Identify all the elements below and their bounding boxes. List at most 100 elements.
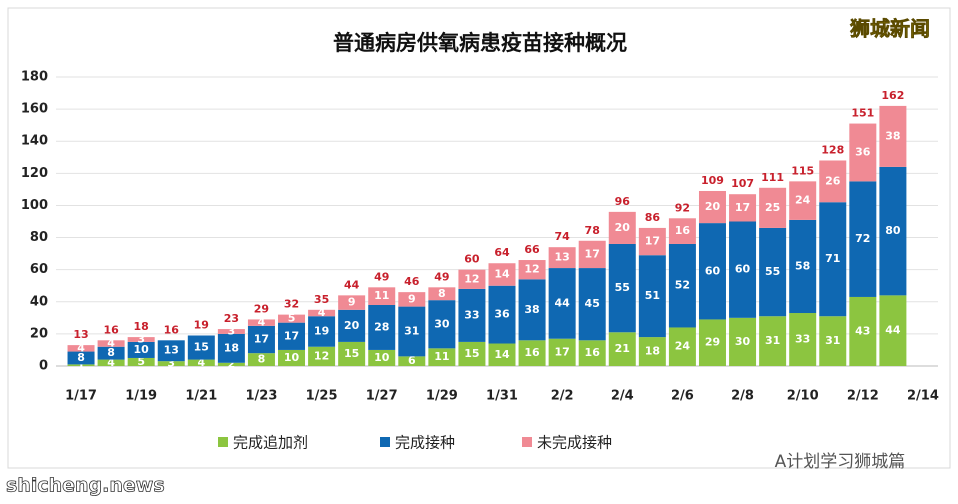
bar-segment	[578, 240, 606, 269]
bar-segment	[458, 341, 486, 366]
segment-label: 17	[585, 247, 600, 260]
bar-segment	[698, 190, 726, 224]
bar-segment	[789, 313, 817, 366]
bar-segment	[458, 269, 486, 289]
segment-label: 2	[228, 357, 236, 370]
total-label: 29	[254, 302, 269, 315]
bar-segment	[428, 287, 456, 301]
chart-title: 普通病房供氧病患疫苗接种概况	[333, 31, 627, 55]
bar-segment	[638, 227, 666, 256]
total-label: 86	[645, 211, 661, 224]
x-tick-label: 2/14	[907, 389, 939, 404]
segment-label: 4	[107, 337, 115, 350]
bar-segment	[879, 295, 907, 366]
segment-label: 18	[224, 341, 239, 354]
bar-segment	[638, 255, 666, 338]
segment-label: 12	[314, 349, 329, 362]
bar-segment	[668, 327, 696, 366]
bar-segment	[247, 319, 275, 326]
bar-segment	[668, 218, 696, 244]
total-label: 96	[615, 195, 631, 208]
segment-label: 20	[344, 319, 360, 332]
segment-label: 44	[554, 296, 570, 309]
segment-label: 38	[524, 303, 539, 316]
total-label: 44	[344, 278, 360, 291]
segment-label: 12	[524, 263, 539, 276]
bar-segment	[157, 340, 185, 362]
total-label: 16	[103, 323, 119, 336]
segment-label: 58	[795, 259, 810, 272]
segment-label: 33	[795, 333, 810, 346]
total-label: 128	[821, 143, 844, 156]
segment-label: 4	[318, 306, 326, 319]
bar-segment	[548, 338, 576, 366]
bar-segment	[338, 341, 366, 366]
segment-label: 30	[735, 335, 751, 348]
total-label: 18	[134, 320, 149, 333]
segment-label: 31	[825, 334, 840, 347]
footer-right: A计划学习狮城篇	[775, 452, 906, 472]
segment-label: 3	[137, 333, 145, 346]
bar-segment	[428, 300, 456, 349]
bar-segment	[849, 123, 877, 182]
x-tick-label: 2/12	[847, 389, 879, 404]
x-tick-label: 1/19	[125, 389, 157, 404]
x-tick-label: 1/21	[185, 389, 217, 404]
segment-label: 33	[464, 308, 479, 321]
bar-segment	[819, 316, 847, 366]
total-label: 16	[164, 323, 180, 336]
x-tick-label: 2/4	[611, 389, 634, 404]
bar-segment	[127, 357, 155, 366]
x-tick-label: 1/17	[65, 389, 97, 404]
bar-segment	[608, 332, 636, 366]
x-tick-label: 1/27	[366, 389, 398, 404]
segment-label: 44	[885, 324, 901, 337]
segment-label: 80	[885, 224, 901, 237]
bar-segment	[67, 345, 95, 352]
bar-segment	[879, 166, 907, 296]
bar-segment	[97, 346, 125, 360]
segment-label: 8	[438, 287, 446, 300]
segment-label: 36	[494, 308, 510, 321]
segment-label: 1	[77, 358, 85, 371]
total-label: 115	[791, 164, 814, 177]
y-tick-label: 20	[30, 326, 48, 341]
segment-label: 20	[615, 221, 631, 234]
bar-segment	[278, 349, 306, 366]
bar-segment	[819, 160, 847, 203]
segment-label: 13	[164, 344, 179, 357]
bar-segment	[548, 247, 576, 269]
bar-segment	[608, 211, 636, 244]
bar-segment	[729, 194, 757, 222]
bar-segment	[698, 223, 726, 320]
legend-swatch	[380, 437, 390, 447]
segment-label: 17	[254, 333, 269, 346]
segment-label: 28	[374, 320, 389, 333]
bar-segment	[398, 356, 426, 366]
bar-segment	[217, 333, 245, 363]
bar-segment	[67, 351, 95, 365]
bar-segment	[759, 187, 787, 228]
segment-label: 72	[855, 232, 870, 245]
segment-label: 60	[735, 263, 751, 276]
segment-label: 15	[344, 347, 359, 360]
segment-label: 4	[107, 356, 115, 369]
bar-segment	[518, 260, 546, 280]
bar-segment	[548, 268, 576, 339]
total-label: 162	[881, 89, 904, 102]
segment-label: 9	[408, 292, 416, 305]
segment-label: 16	[585, 346, 601, 359]
bar-segment	[849, 296, 877, 366]
y-tick-label: 40	[30, 294, 48, 309]
segment-label: 25	[765, 201, 780, 214]
x-tick-label: 2/2	[551, 389, 574, 404]
bar-segment	[217, 329, 245, 334]
segment-label: 5	[288, 312, 296, 325]
bar-segment	[518, 340, 546, 366]
bar-segment	[789, 219, 817, 314]
y-tick-label: 60	[30, 262, 48, 277]
bar-segment	[819, 202, 847, 317]
segment-label: 31	[404, 324, 419, 337]
bar-segment	[698, 319, 726, 366]
